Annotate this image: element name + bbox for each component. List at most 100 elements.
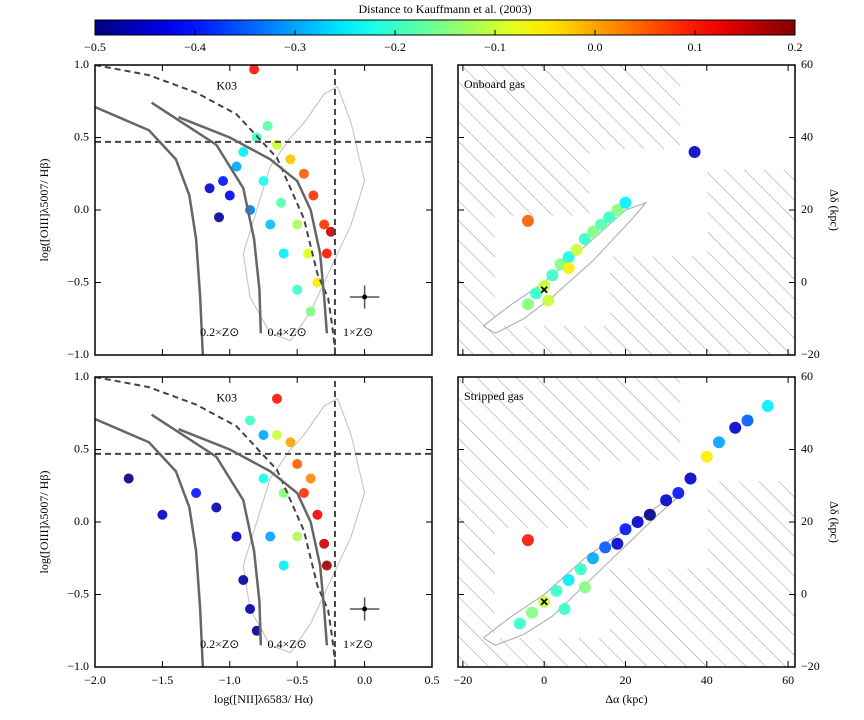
point xyxy=(562,574,575,586)
point xyxy=(672,487,685,499)
y-tick-label: 0.0 xyxy=(74,514,89,528)
point xyxy=(570,243,583,256)
point xyxy=(688,146,701,158)
point xyxy=(611,204,624,216)
point xyxy=(214,212,225,223)
point xyxy=(761,400,774,412)
annotation: K03 xyxy=(216,391,237,405)
point xyxy=(611,537,624,550)
y-tick-label: 20 xyxy=(801,514,813,528)
point xyxy=(292,459,303,469)
x-tick-label: −2.0 xyxy=(84,673,106,687)
line xyxy=(178,428,329,646)
point xyxy=(586,225,599,238)
point xyxy=(513,617,526,630)
point xyxy=(325,226,336,237)
annotation: 1×Z⊙ xyxy=(343,325,373,339)
point xyxy=(265,531,276,542)
point xyxy=(305,473,316,484)
y-tick-label: −20 xyxy=(801,347,820,361)
colorbar-tick-label: 0.0 xyxy=(588,40,603,54)
point xyxy=(262,120,273,131)
point xyxy=(321,248,332,259)
x-tick-label: 0.0 xyxy=(357,673,372,687)
y-tick-label: −1.0 xyxy=(67,347,89,361)
point xyxy=(700,450,713,463)
y-tick-label: −0.5 xyxy=(67,274,89,288)
x-axis-label: Δα (kpc) xyxy=(605,692,647,706)
point xyxy=(224,190,235,201)
colorbar-tick-label: 0.1 xyxy=(688,40,703,54)
point xyxy=(578,233,591,245)
y-tick-label: 1.0 xyxy=(74,369,89,383)
point xyxy=(278,560,289,571)
point xyxy=(298,488,309,498)
x-tick-label: 0 xyxy=(541,673,547,687)
point xyxy=(218,176,229,186)
point xyxy=(546,269,559,282)
point xyxy=(211,502,222,513)
point xyxy=(231,161,242,172)
y-axis-label: Δδ (kpc) xyxy=(827,501,841,543)
line xyxy=(150,101,263,334)
point xyxy=(562,251,575,264)
line xyxy=(150,413,263,646)
point xyxy=(305,306,316,317)
annotation: 0.4×Z⊙ xyxy=(268,325,307,339)
x-tick-label: 20 xyxy=(619,673,631,687)
point xyxy=(258,176,269,186)
line xyxy=(178,116,329,334)
y-tick-label: 0 xyxy=(801,586,807,600)
plot-area xyxy=(458,377,795,667)
y-tick-label: 1.0 xyxy=(74,57,89,71)
y-tick-label: 0.5 xyxy=(74,441,89,455)
point xyxy=(292,284,303,295)
point xyxy=(258,430,269,440)
point xyxy=(308,190,319,201)
point xyxy=(530,287,543,300)
x-tick-label: −1.0 xyxy=(219,673,241,687)
x-tick-label: 40 xyxy=(701,673,713,687)
annotation: 1×Z⊙ xyxy=(343,637,373,651)
point xyxy=(550,584,563,597)
x-tick-label: −0.5 xyxy=(286,673,308,687)
error-point xyxy=(362,606,368,612)
y-tick-label: 0 xyxy=(801,274,807,288)
point xyxy=(265,219,276,230)
plot-area xyxy=(95,377,432,667)
point xyxy=(574,563,587,576)
annotation: 0.2×Z⊙ xyxy=(200,637,239,651)
point xyxy=(660,494,673,507)
y-tick-label: 40 xyxy=(801,129,813,143)
frame xyxy=(94,376,433,668)
point xyxy=(643,508,656,521)
point xyxy=(302,248,313,259)
point xyxy=(319,538,330,549)
colorbar-tick-label: −0.3 xyxy=(284,40,306,54)
y-tick-label: 60 xyxy=(801,369,813,383)
panel-label: Onboard gas xyxy=(464,77,525,91)
colorbar-tick-label: −0.2 xyxy=(384,40,406,54)
point xyxy=(525,606,538,619)
line xyxy=(95,65,336,350)
line xyxy=(95,417,205,667)
point xyxy=(157,509,168,520)
line xyxy=(95,105,205,355)
point xyxy=(204,183,215,194)
point xyxy=(684,472,697,485)
annotation: 0.4×Z⊙ xyxy=(268,637,307,651)
point xyxy=(712,436,725,449)
point xyxy=(231,531,242,542)
line xyxy=(95,377,336,662)
x-axis-label: log([NII]λ6583/ Hα) xyxy=(214,692,313,706)
point xyxy=(238,575,249,585)
point xyxy=(558,603,571,615)
point xyxy=(298,168,309,179)
point xyxy=(312,509,323,520)
point xyxy=(631,516,644,528)
contour xyxy=(242,85,366,342)
y-tick-label: 0.5 xyxy=(74,129,89,143)
point xyxy=(123,473,134,484)
x-tick-label: 60 xyxy=(782,673,794,687)
point xyxy=(729,421,742,434)
